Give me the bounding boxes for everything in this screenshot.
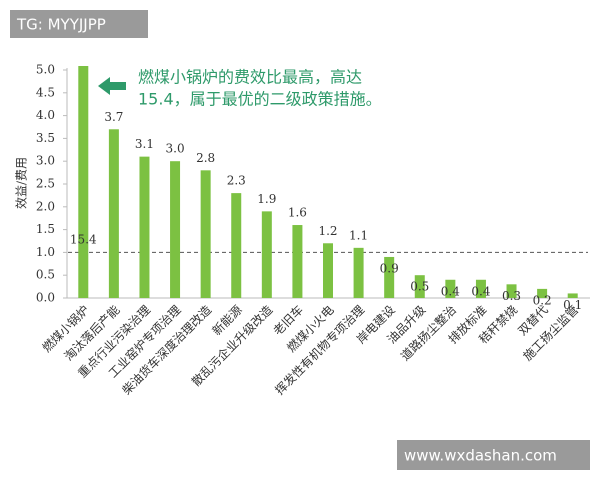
bars (78, 66, 578, 298)
y-tick-label: 3.0 (36, 154, 55, 168)
bar (445, 279, 456, 298)
value-label: 1.1 (349, 228, 368, 242)
value-label: 2.3 (227, 174, 246, 188)
y-tick-label: 2.0 (36, 199, 55, 213)
y-tick-label: 2.5 (36, 177, 55, 191)
y-tick-label: 1.5 (36, 222, 55, 236)
watermark-box (10, 10, 148, 38)
value-label: 3.0 (166, 142, 185, 156)
bar (139, 156, 150, 298)
bar (231, 193, 242, 298)
bar (567, 293, 578, 298)
value-label: 0.3 (502, 289, 521, 303)
watermark: TG: MYYJJPP (16, 16, 106, 34)
bar (506, 284, 517, 298)
value-label: 1.9 (257, 192, 276, 206)
y-tick-label: 5.0 (36, 63, 55, 77)
watermark-box (397, 440, 590, 470)
annotation: 15.4，属于最优的二级政策措施。 (138, 90, 382, 109)
y-tick-label: 4.5 (36, 85, 55, 99)
value-label: 0.2 (533, 293, 552, 307)
y-tick-label: 0.5 (36, 268, 55, 282)
bar (353, 247, 364, 298)
bar (414, 275, 425, 298)
value-label: 2.8 (196, 151, 215, 165)
bar (170, 161, 181, 298)
bar (384, 256, 395, 298)
bar (537, 288, 548, 298)
bar (78, 66, 89, 298)
value-label: 3.1 (135, 137, 154, 151)
annotation: 燃煤小锅炉的费效比最高，高达 (138, 68, 362, 87)
bar (261, 211, 272, 298)
y-tick-label: 0.0 (36, 291, 55, 305)
value-label: 0.4 (441, 284, 460, 298)
value-label: 15.4 (70, 233, 97, 247)
value-label: 3.7 (104, 110, 123, 124)
watermark: www.wxdashan.com (404, 447, 557, 465)
value-label: 0.1 (563, 298, 582, 312)
y-tick-label: 3.5 (36, 131, 55, 145)
value-label: 0.9 (380, 261, 399, 275)
bar (323, 243, 333, 298)
bar (200, 170, 211, 298)
y-axis-label: 效益/费用 (14, 157, 29, 209)
value-label: 0.5 (410, 280, 429, 294)
bar (108, 129, 119, 298)
value-label: 1.2 (318, 224, 337, 238)
bar (292, 225, 303, 298)
value-label: 1.6 (288, 206, 307, 220)
arrow (98, 77, 126, 95)
value-label: 0.4 (471, 284, 490, 298)
y-tick-label: 4.0 (36, 108, 55, 122)
bar (475, 279, 486, 298)
y-tick-label: 1.0 (36, 245, 55, 259)
